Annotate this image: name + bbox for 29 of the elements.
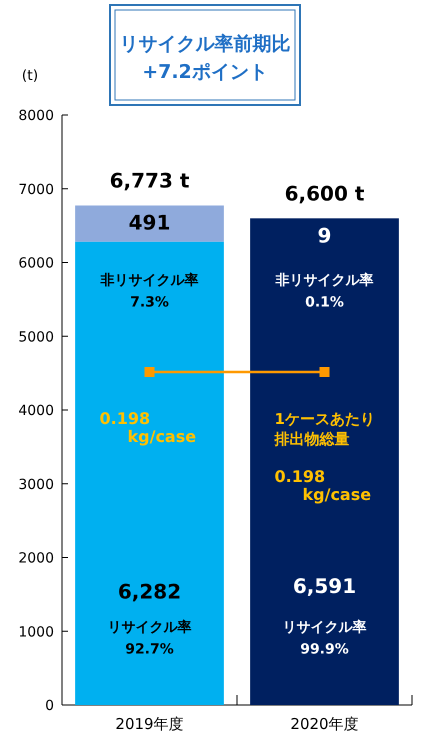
bar xyxy=(75,205,224,242)
y-tick-label: 6000 xyxy=(18,256,54,272)
total-label: 6,600 t xyxy=(284,181,365,206)
annotation: 1ケースあたり排出物総量 xyxy=(274,410,375,448)
y-axis-title: (t) xyxy=(22,68,38,84)
x-tick-label: 2020年度 xyxy=(290,715,359,733)
y-tick-label: 1000 xyxy=(18,624,54,640)
data-label: 6,282 xyxy=(118,579,182,604)
y-tick-label: 7000 xyxy=(18,182,54,198)
annotation: 非リサイクル率 7.3% xyxy=(100,272,198,311)
y-tick-label: 2000 xyxy=(18,550,54,566)
data-label: 491 xyxy=(128,210,170,234)
data-label: 9 xyxy=(318,223,332,248)
y-tick-label: 4000 xyxy=(18,403,54,419)
annotation: 0.198 kg/case xyxy=(274,467,372,504)
y-tick-label: 8000 xyxy=(18,108,54,124)
annotation: 0.198 kg/case xyxy=(100,409,196,446)
x-tick-label: 2019年度 xyxy=(115,715,184,733)
data-label: 6,591 xyxy=(292,574,356,598)
annotation: リサイクル率 99.9% xyxy=(282,619,366,658)
total-label: 6,773 t xyxy=(110,168,190,192)
title: リサイクル率前期比 +7.2ポイント xyxy=(109,4,301,106)
bar xyxy=(75,242,224,705)
y-tick-label: 0 xyxy=(45,698,54,714)
y-tick-label: 3000 xyxy=(18,476,54,493)
y-tick-label: 5000 xyxy=(18,329,54,346)
annotation: 非リサイクル率 0.1% xyxy=(276,272,374,311)
chart-title: リサイクル率前期比 +7.2ポイント xyxy=(120,33,290,83)
annotation: リサイクル率 92.7% xyxy=(108,619,192,658)
